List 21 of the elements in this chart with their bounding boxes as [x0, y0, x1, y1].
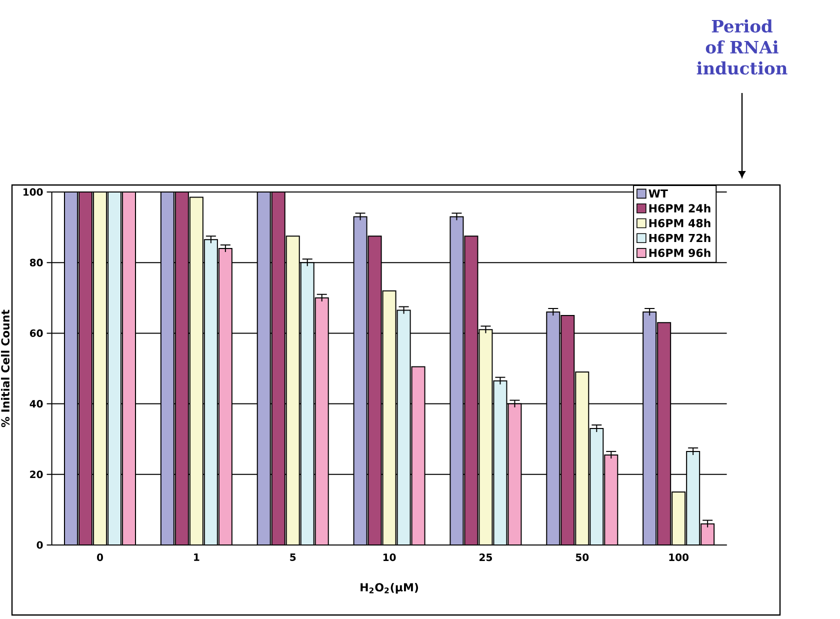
legend-label: H6PM 96h — [649, 248, 710, 258]
y-tick-label: 80 — [30, 258, 43, 266]
x-tick-label: 25 — [480, 554, 492, 562]
text: Period of RNAi induction — [696, 19, 788, 75]
legend-label: H6PM 24h — [649, 204, 710, 212]
y-tick-label: 40 — [30, 400, 43, 408]
y-axis-title: % Initial Cell Count — [1, 310, 10, 428]
x-tick-label: 1 — [194, 554, 200, 561]
y-tick-label: 20 — [30, 470, 43, 478]
x-tick-label: 5 — [290, 554, 296, 561]
x-tick-label: 100 — [669, 554, 689, 562]
legend-label: H6PM 72h — [649, 234, 710, 242]
y-tick-label: 0 — [36, 541, 43, 549]
x-axis-title: H$_{2}$O$_{2}$(µM) — [360, 582, 418, 594]
x-tick-label: 50 — [576, 554, 589, 562]
y-tick-label: 100 — [24, 188, 43, 196]
x-tick-label: 0 — [97, 554, 103, 562]
y-tick-label: 60 — [30, 329, 43, 337]
legend-label: H6PM 48h — [649, 218, 710, 228]
legend-label: WT — [648, 189, 668, 198]
x-tick-label: 10 — [383, 554, 396, 562]
